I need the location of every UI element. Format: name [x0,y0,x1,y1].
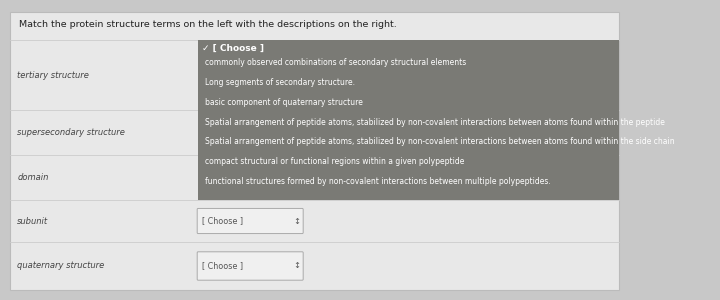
Text: functional structures formed by non-covalent interactions between multiple polyp: functional structures formed by non-cova… [205,177,551,186]
Text: quaternary structure: quaternary structure [17,262,104,271]
Text: ↕: ↕ [294,217,300,226]
Text: Long segments of secondary structure.: Long segments of secondary structure. [205,78,355,87]
Text: domain: domain [17,173,49,182]
Text: basic component of quaternary structure: basic component of quaternary structure [205,98,363,107]
Text: supersecondary structure: supersecondary structure [17,128,125,137]
Text: [ Choose ]: [ Choose ] [202,262,243,271]
FancyBboxPatch shape [197,208,303,233]
Text: tertiary structure: tertiary structure [17,70,89,80]
Text: Match the protein structure terms on the left with the descriptions on the right: Match the protein structure terms on the… [19,20,397,29]
FancyBboxPatch shape [197,252,303,280]
Bar [198,40,618,200]
Text: Spatial arrangement of peptide atoms, stabilized by non-covalent interactions be: Spatial arrangement of peptide atoms, st… [205,118,665,127]
Text: ✓ [ Choose ]: ✓ [ Choose ] [202,44,264,53]
Text: compact structural or functional regions within a given polypeptide: compact structural or functional regions… [205,157,464,166]
Text: subunit: subunit [17,217,48,226]
Text: commonly observed combinations of secondary structural elements: commonly observed combinations of second… [205,58,467,67]
Text: Spatial arrangement of peptide atoms, stabilized by non-covalent interactions be: Spatial arrangement of peptide atoms, st… [205,137,675,146]
Text: [ Choose ]: [ Choose ] [202,217,243,226]
Text: ↕: ↕ [294,262,300,271]
